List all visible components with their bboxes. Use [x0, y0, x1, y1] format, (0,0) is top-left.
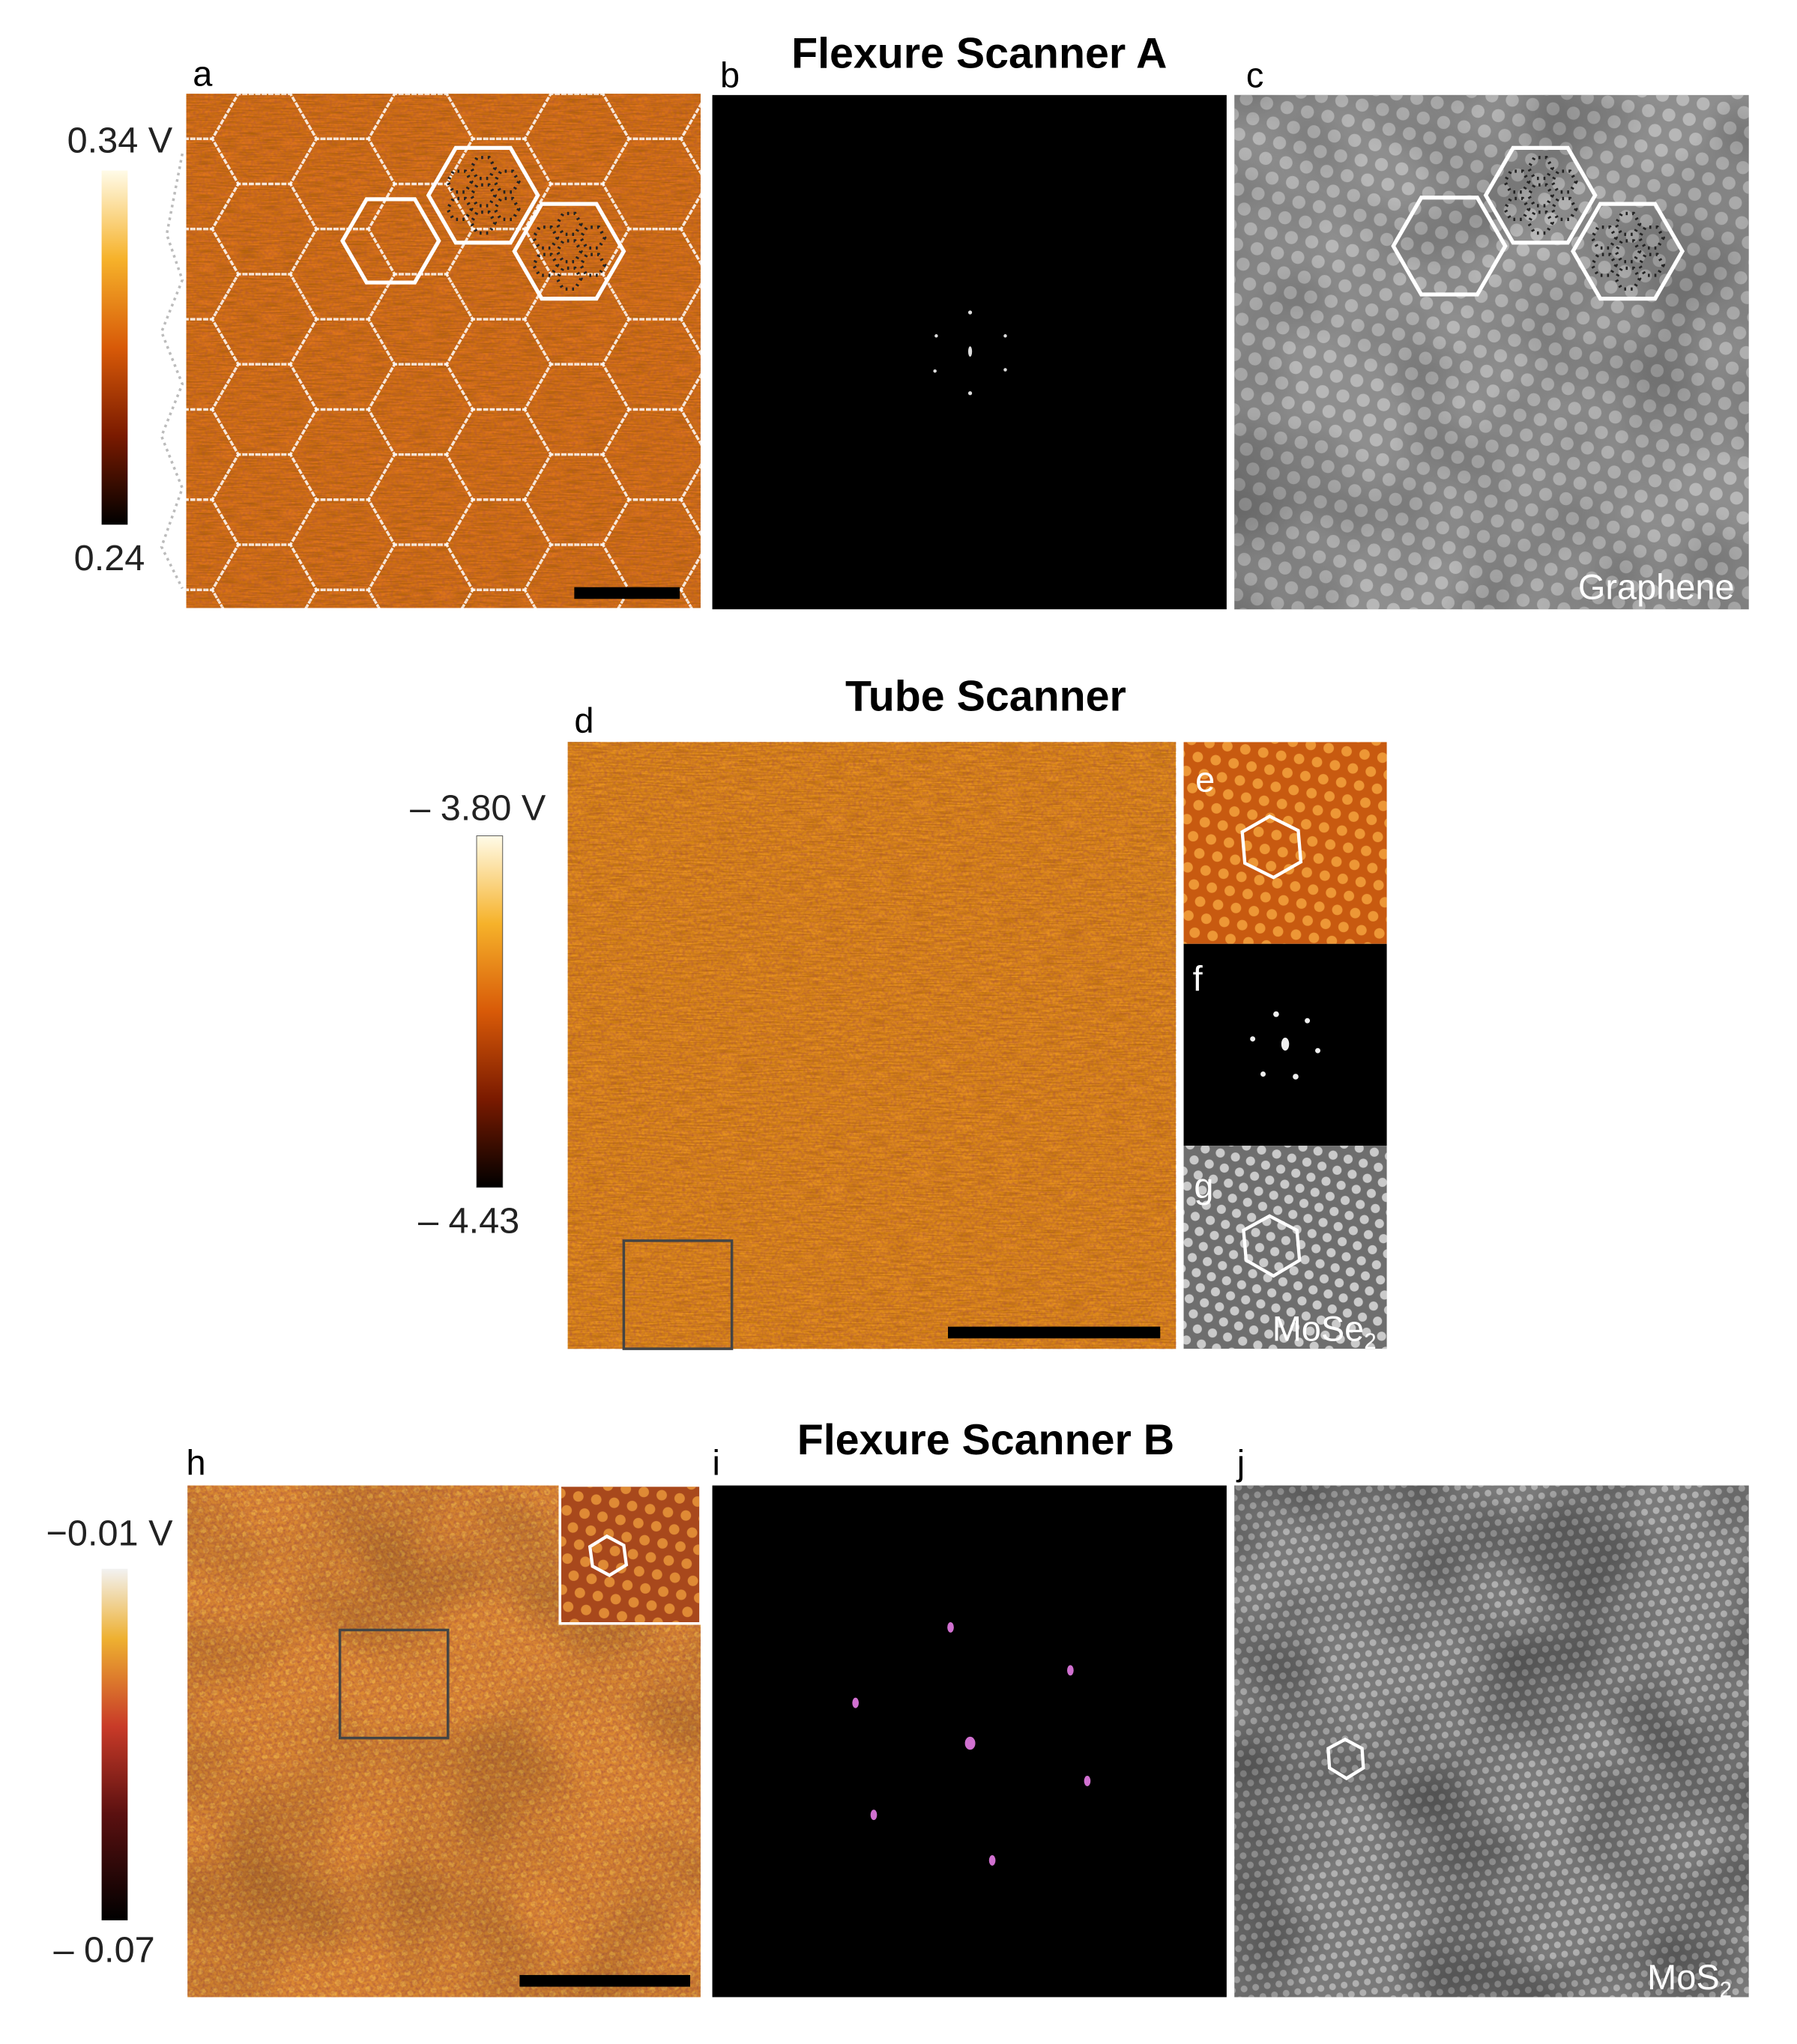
- hexagon: [523, 182, 631, 276]
- hexagon: [681, 635, 785, 725]
- colorbar: [101, 170, 128, 525]
- atom-ring: [555, 266, 583, 291]
- hexagon: [445, 498, 553, 592]
- hexagon: [1571, 202, 1685, 301]
- section-title: Flexure Scanner B: [797, 1416, 1174, 1464]
- panel-label: e: [1195, 760, 1215, 799]
- section-title: Tube Scanner: [845, 673, 1126, 721]
- panel-h: [187, 1484, 702, 1998]
- panel-j: MoS2: [1234, 1485, 1749, 2002]
- panel-b: [712, 94, 1227, 610]
- hexagon: [679, 193, 701, 266]
- hexagon: [56, 4, 160, 94]
- atom-ring: [531, 226, 560, 250]
- colorbar: [476, 835, 504, 1188]
- atom-ring: [469, 156, 498, 181]
- atom-ring: [1589, 253, 1619, 277]
- panel-f: [1183, 943, 1387, 1146]
- panel-label: h: [187, 1444, 206, 1483]
- panel-d: [567, 742, 1177, 1350]
- colorbar-min: – 4.43: [418, 1200, 519, 1241]
- panel-label: i: [713, 1444, 720, 1483]
- hexagon: [289, 498, 396, 592]
- panel-a: [56, 0, 785, 725]
- atom-ring: [1526, 183, 1555, 208]
- hexagon: [291, 0, 395, 49]
- atom-ring: [445, 196, 474, 221]
- panel-label: a: [193, 55, 213, 94]
- panel-c: Graphene: [1234, 94, 1749, 610]
- scale-bar: [948, 1326, 1161, 1339]
- panel-label: d: [574, 701, 594, 740]
- atom-ring: [555, 211, 583, 236]
- hexagon: [1483, 145, 1598, 245]
- scale-bar: [574, 587, 680, 599]
- scale-bar: [519, 1974, 690, 1987]
- panel-label: c: [1246, 55, 1263, 94]
- hexagon: [340, 197, 441, 285]
- atom-ring: [1589, 226, 1619, 250]
- atom-ring: [1613, 211, 1642, 236]
- colorbar: [101, 1568, 128, 1920]
- hexagon: [679, 102, 701, 175]
- hexagon: [512, 202, 626, 301]
- hexagon: [134, 0, 238, 49]
- section-title: Flexure Scanner A: [791, 29, 1167, 77]
- panel-e: [1183, 742, 1387, 944]
- panel-label: f: [1193, 959, 1203, 998]
- material-label: MoSe2: [1272, 1310, 1377, 1354]
- atom-ring: [1526, 156, 1555, 181]
- hexagon: [186, 498, 241, 592]
- hexagon: [1391, 196, 1508, 297]
- hexagon: [211, 182, 318, 276]
- atom-ring: [1613, 239, 1642, 264]
- connector: [160, 153, 184, 590]
- colorbar-max: −0.01 V: [46, 1514, 174, 1554]
- atom-ring: [492, 196, 521, 221]
- atom-ring: [555, 239, 583, 264]
- hexagon: [603, 0, 707, 49]
- hexagon: [426, 145, 540, 245]
- panel-i: [712, 1485, 1227, 1998]
- colorbar-min: – 0.07: [53, 1930, 154, 1971]
- hexagon: [393, 94, 449, 95]
- hexagon: [369, 635, 473, 725]
- colorbar-min: 0.24: [74, 538, 145, 578]
- hexagon: [212, 635, 316, 725]
- atom-ring: [1613, 266, 1642, 291]
- atom-ring: [1502, 169, 1531, 194]
- atom-ring: [469, 211, 498, 235]
- atom-ring: [531, 253, 560, 277]
- colorbar-max: 0.34 V: [67, 120, 173, 160]
- atom-ring: [1637, 253, 1666, 277]
- atom-ring: [579, 253, 607, 277]
- hexagon: [447, 0, 551, 49]
- material-label: MoS2: [1647, 1958, 1732, 2002]
- atom-ring: [469, 183, 498, 208]
- atom-ring: [1637, 226, 1666, 250]
- material-label: Graphene: [1578, 567, 1735, 606]
- panel-label: b: [720, 55, 740, 94]
- atom-ring: [492, 169, 521, 194]
- atom-ring: [1550, 169, 1578, 194]
- hexagon: [56, 635, 160, 725]
- atom-ring: [579, 226, 607, 250]
- colorbar-max: – 3.80 V: [410, 788, 546, 829]
- atom-ring: [1502, 196, 1531, 221]
- panel-label: j: [1236, 1444, 1245, 1483]
- panel-g: MoSe2: [1183, 1146, 1387, 1354]
- atom-ring: [1550, 196, 1578, 221]
- hexagon: [601, 498, 701, 592]
- atom-ring: [445, 169, 474, 194]
- hexagon: [237, 94, 292, 95]
- hexagon: [549, 94, 605, 95]
- atom-ring: [1526, 211, 1555, 235]
- panel-label: g: [1194, 1167, 1213, 1206]
- hexagon: [366, 182, 474, 276]
